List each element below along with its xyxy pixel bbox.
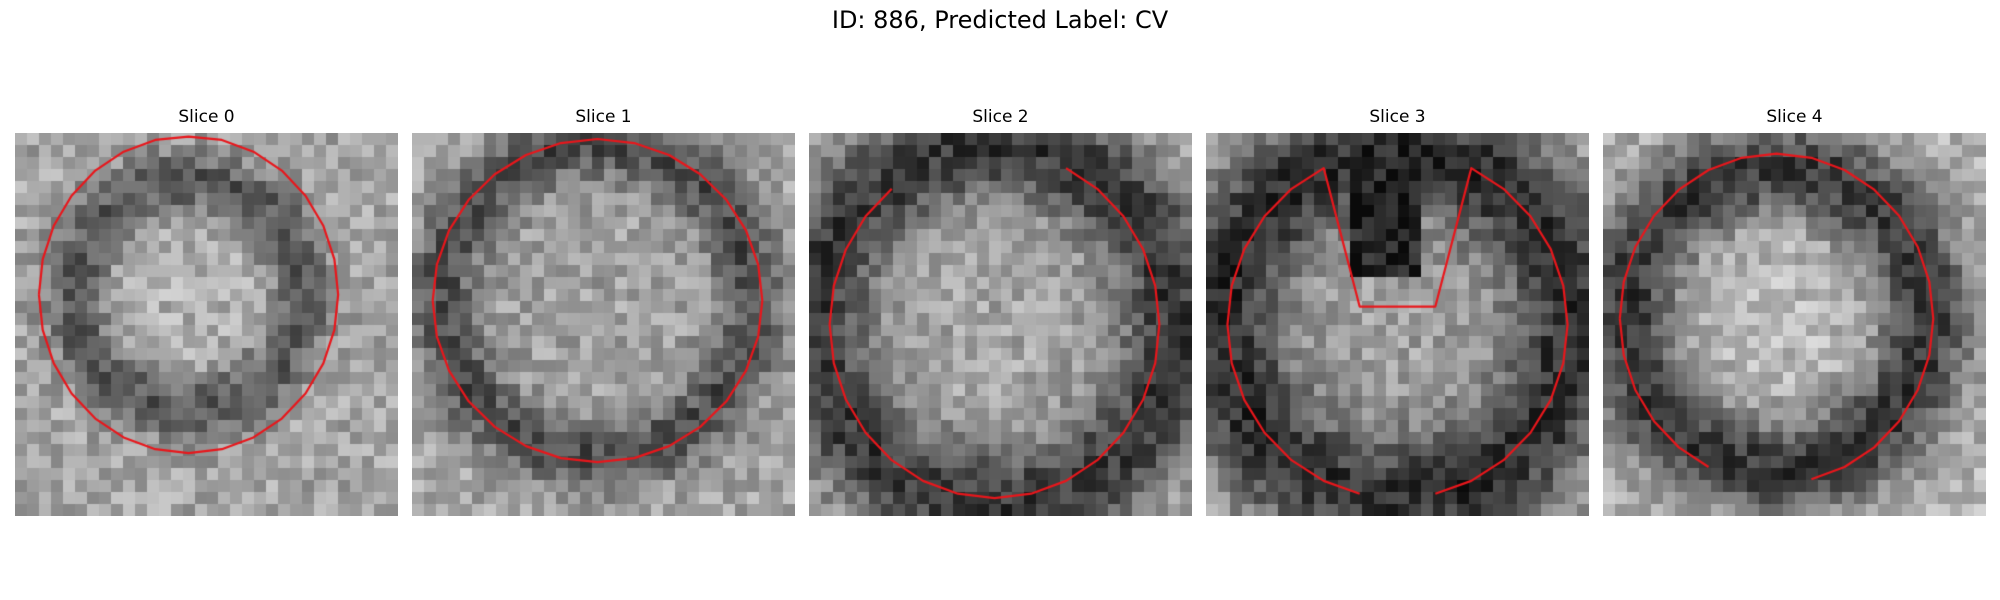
- slice-title-3: Slice 3: [1369, 107, 1426, 127]
- slice-title-0: Slice 0: [178, 107, 235, 127]
- slice-image-0: [15, 133, 398, 516]
- slice-title-4: Slice 4: [1766, 107, 1823, 127]
- slice-image-1: [412, 133, 795, 516]
- slice-title-1: Slice 1: [575, 107, 632, 127]
- figure-title: ID: 886, Predicted Label: CV: [831, 6, 1169, 34]
- slice-image-2: [809, 133, 1192, 516]
- slice-title-2: Slice 2: [972, 107, 1029, 127]
- slice-image-3: [1206, 133, 1589, 516]
- slice-image-4: [1603, 133, 1986, 516]
